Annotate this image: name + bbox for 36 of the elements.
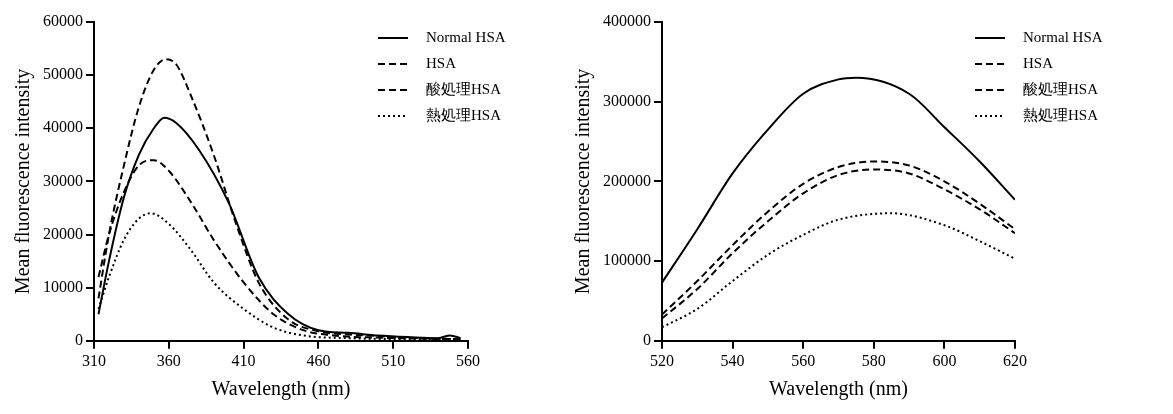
legend-label: HSA — [1023, 54, 1054, 71]
x-tick-label: 600 — [932, 351, 957, 369]
y-tick-label: 0 — [75, 331, 83, 348]
legend-label: Normal HSA — [426, 28, 506, 45]
y-tick-label: 400000 — [603, 12, 651, 30]
x-tick-label: 310 — [82, 351, 106, 369]
x-tick-label: 360 — [156, 351, 181, 369]
x-tick-label: 580 — [861, 351, 886, 369]
y-tick-label: 30000 — [43, 171, 83, 189]
legend-label: 熱処理HSA — [1023, 106, 1099, 123]
x-tick-label: 560 — [791, 351, 816, 369]
y-tick-label: 0 — [643, 331, 651, 348]
y-axis-title: Mean fluorescence intensity — [11, 68, 35, 295]
legend-label: Normal HSA — [1023, 28, 1103, 45]
x-tick-label: 560 — [456, 351, 480, 369]
x-tick-label: 540 — [720, 351, 745, 369]
legend-label: 熱処理HSA — [426, 106, 502, 123]
legend-label: HSA — [426, 54, 457, 71]
x-tick-label: 620 — [1003, 351, 1027, 369]
x-axis-title: Wavelength (nm) — [769, 377, 908, 401]
y-tick-label: 20000 — [43, 224, 83, 242]
x-tick-label: 520 — [650, 351, 674, 369]
y-tick-label: 100000 — [603, 251, 651, 269]
x-axis-title: Wavelength (nm) — [211, 377, 351, 401]
x-tick-label: 410 — [231, 351, 256, 369]
legend-label: 酸処理HSA — [1023, 80, 1099, 97]
y-tick-label: 60000 — [43, 12, 83, 30]
y-tick-label: 300000 — [603, 91, 651, 109]
y-tick-label: 10000 — [43, 277, 83, 295]
y-tick-label: 40000 — [43, 118, 83, 136]
y-tick-label: 50000 — [43, 65, 83, 83]
y-tick-label: 200000 — [603, 171, 651, 189]
x-tick-label: 460 — [306, 351, 331, 369]
y-axis-title: Mean fluorescence intensity — [571, 68, 595, 295]
legend-label: 酸処理HSA — [426, 80, 502, 97]
x-tick-label: 510 — [381, 351, 406, 369]
